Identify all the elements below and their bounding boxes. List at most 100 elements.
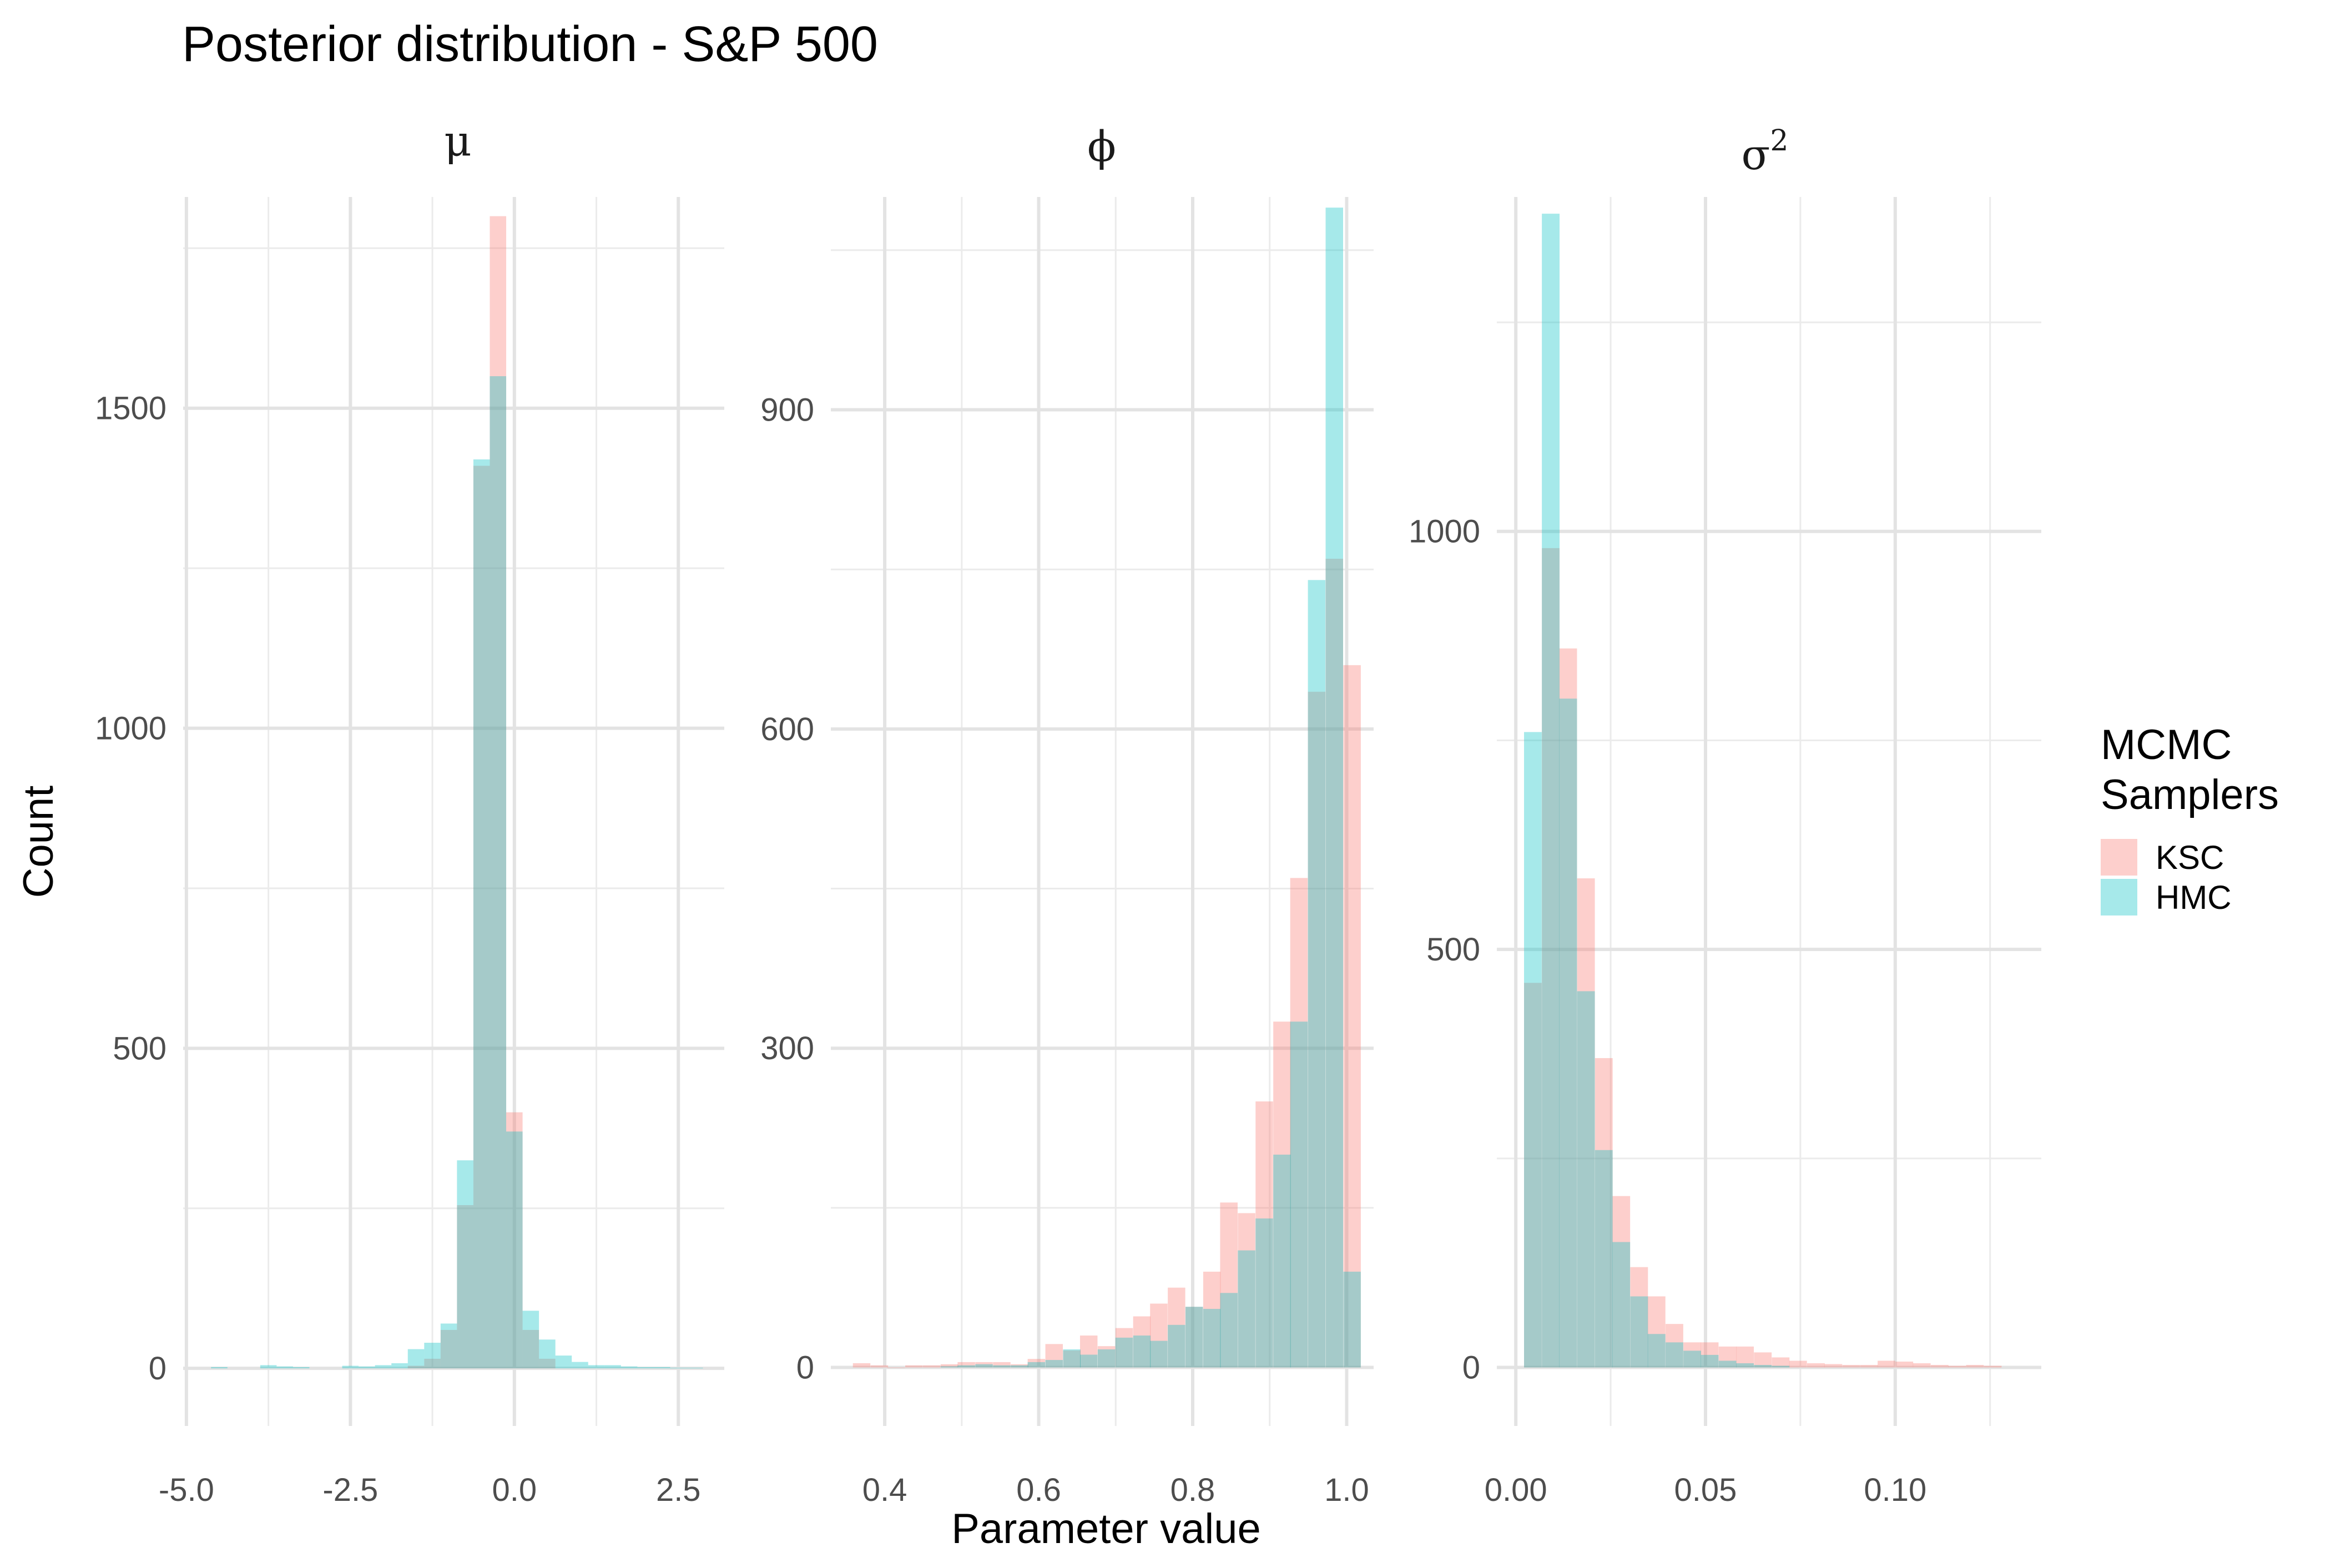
bar-ksc <box>957 1362 975 1368</box>
bar-ksc <box>1824 1364 1843 1368</box>
bar-ksc <box>424 1358 441 1369</box>
bar-ksc <box>1789 1360 1807 1368</box>
bar-ksc <box>1895 1361 1914 1368</box>
bar-ksc <box>1701 1342 1719 1368</box>
bar-ksc <box>1273 1021 1291 1368</box>
bar-hmc <box>1115 1337 1133 1368</box>
bar-hmc <box>1542 214 1560 1368</box>
bar-hmc <box>1168 1324 1185 1368</box>
bar-ksc <box>1238 1213 1255 1368</box>
bar-ksc <box>1966 1365 1984 1368</box>
bar-ksc <box>1595 1058 1613 1368</box>
bar-ksc <box>1150 1303 1168 1368</box>
bar-ksc <box>407 1365 425 1369</box>
panel-sigma2: σ2 0.00 0.05 0.10 0 500 1000 <box>1409 124 2041 1508</box>
bar-hmc <box>1559 699 1577 1368</box>
strip-mu: μ <box>444 116 471 165</box>
bar-ksc <box>993 1362 1011 1368</box>
bar-ksc <box>1913 1363 1931 1368</box>
bar-hmc <box>1577 991 1595 1368</box>
x-tick-label-sigma2: 0.00 <box>1485 1472 1547 1508</box>
bar-ksc <box>1754 1352 1772 1368</box>
bar-ksc <box>1772 1357 1790 1368</box>
bar-ksc <box>1185 1307 1203 1368</box>
y-tick-label-mu: 1500 <box>95 391 167 427</box>
bar-ksc <box>852 1363 871 1368</box>
bar-ksc <box>522 1329 539 1369</box>
bar-ksc <box>1308 691 1326 1368</box>
panel-mu: μ -5.0 -2.5 0.0 2.5 0 500 1000 1500 <box>95 116 724 1508</box>
bar-hmc <box>1220 1293 1238 1368</box>
bar-ksc <box>1577 878 1595 1368</box>
bar-ksc <box>940 1364 958 1368</box>
bar-ksc <box>1255 1101 1273 1368</box>
bar-hmc <box>1595 1150 1613 1368</box>
bar-hmc <box>490 376 507 1369</box>
bar-hmc <box>1754 1365 1772 1368</box>
bar-hmc <box>653 1367 670 1369</box>
grid-mu <box>183 197 724 1426</box>
bar-hmc <box>260 1365 277 1369</box>
y-tick-label-mu: 500 <box>113 1030 167 1066</box>
bar-hmc <box>506 1131 523 1369</box>
bar-hmc <box>1308 580 1326 1368</box>
bar-hmc <box>1343 1271 1361 1368</box>
series-hmc-mu <box>211 376 703 1369</box>
bar-hmc <box>1647 1334 1666 1368</box>
bar-hmc <box>1185 1307 1203 1368</box>
x-tick-label-phi: 1.0 <box>1324 1472 1369 1508</box>
bar-hmc <box>359 1366 375 1369</box>
bar-ksc <box>1683 1342 1701 1368</box>
bar-hmc <box>1718 1360 1737 1368</box>
bar-hmc <box>1325 208 1343 1368</box>
bar-ksc <box>1097 1346 1116 1368</box>
bar-ksc <box>506 1112 523 1369</box>
bar-ksc <box>1079 1335 1098 1368</box>
bar-ksc <box>1542 548 1560 1368</box>
y-tick-label-phi: 300 <box>760 1030 814 1066</box>
bar-hmc <box>1027 1362 1046 1368</box>
bar-hmc <box>975 1364 993 1368</box>
bar-hmc <box>292 1367 310 1369</box>
series-ksc-sigma2 <box>1524 548 2002 1368</box>
bar-hmc <box>522 1311 539 1369</box>
series-hmc-sigma2 <box>1524 214 1790 1368</box>
bar-ksc <box>1168 1287 1185 1368</box>
bar-ksc <box>1045 1344 1063 1368</box>
chart-title: Posterior distribution - S&P 500 <box>182 17 878 72</box>
panel-phi: ϕ 0.4 0.6 0.8 1.0 0 300 600 900 <box>760 122 1374 1508</box>
x-tick-label-sigma2: 0.10 <box>1864 1472 1926 1508</box>
bar-ksc <box>1930 1365 1949 1368</box>
bar-ksc <box>1984 1365 2002 1368</box>
bar-ksc <box>1325 559 1343 1368</box>
bar-ksc <box>870 1365 889 1368</box>
bar-hmc <box>1612 1242 1631 1368</box>
bar-ksc <box>539 1358 556 1369</box>
bar-ksc <box>490 216 507 1369</box>
bar-hmc <box>1701 1354 1719 1368</box>
bar-ksc <box>1524 983 1542 1368</box>
bar-hmc <box>1097 1349 1116 1368</box>
bar-hmc <box>604 1365 621 1369</box>
bar-hmc <box>1011 1365 1028 1368</box>
bar-hmc <box>1255 1218 1273 1368</box>
bar-hmc <box>407 1349 425 1369</box>
bar-hmc <box>1045 1360 1063 1368</box>
bar-ksc <box>1718 1346 1737 1368</box>
bar-hmc <box>588 1365 605 1369</box>
legend-title-line-2: Samplers <box>2101 771 2279 818</box>
x-tick-label-mu: -2.5 <box>322 1472 378 1508</box>
y-tick-label-sigma2: 0 <box>1462 1350 1480 1386</box>
y-axis-title: Count <box>15 786 62 898</box>
x-tick-label-sigma2: 0.05 <box>1674 1472 1737 1508</box>
bar-ksc <box>457 1205 473 1369</box>
bar-hmc <box>1150 1341 1168 1368</box>
bar-ksc <box>1133 1316 1151 1368</box>
bar-ksc <box>1647 1296 1666 1368</box>
bar-hmc <box>457 1160 473 1369</box>
bar-hmc <box>957 1365 975 1368</box>
x-tick-label-mu: 2.5 <box>656 1472 701 1508</box>
legend-key-ksc <box>2101 839 2137 876</box>
